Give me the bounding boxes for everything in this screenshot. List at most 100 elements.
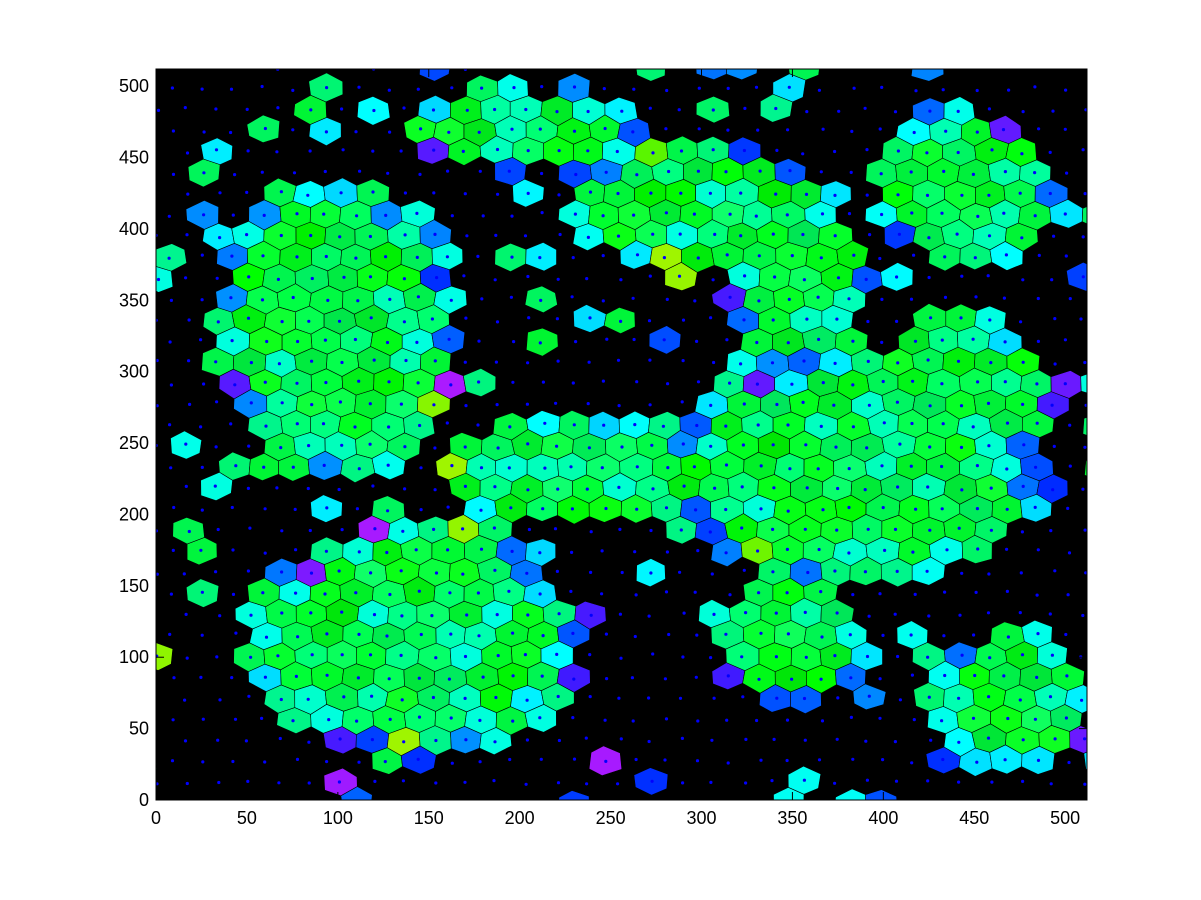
- seed-point: [523, 234, 528, 238]
- seed-point: [696, 719, 700, 723]
- seed-point: [449, 298, 453, 302]
- seed-point: [604, 632, 609, 636]
- seed-point: [479, 466, 484, 470]
- seed-point: [199, 675, 203, 680]
- seed-point: [835, 528, 839, 532]
- seed-point: [662, 256, 667, 260]
- seed-point: [245, 233, 249, 237]
- seed-point: [989, 528, 994, 532]
- seed-point: [941, 757, 945, 762]
- seed-point: [218, 191, 222, 195]
- seed-point: [200, 633, 204, 637]
- y-tick-label: 300: [119, 362, 149, 382]
- seed-point: [960, 193, 964, 197]
- seed-point: [927, 275, 931, 280]
- seed-point: [756, 128, 760, 132]
- seed-point: [696, 256, 700, 260]
- seed-point: [940, 719, 944, 723]
- seed-point: [971, 716, 976, 720]
- seed-point: [987, 572, 991, 576]
- seed-point: [403, 487, 407, 491]
- seed-point: [556, 781, 561, 785]
- seed-point: [340, 443, 344, 447]
- seed-point: [710, 738, 714, 742]
- seed-point: [184, 484, 188, 488]
- seed-point: [757, 677, 761, 681]
- seed-point: [879, 172, 883, 176]
- y-tick-label: 200: [119, 504, 149, 524]
- seed-point: [620, 445, 624, 449]
- seed-point: [187, 359, 191, 363]
- y-tick-label: 50: [129, 719, 149, 739]
- seed-point: [216, 320, 220, 324]
- seed-point: [604, 170, 608, 174]
- seed-point: [231, 759, 235, 764]
- seed-point: [926, 485, 930, 489]
- seed-point: [898, 442, 902, 446]
- seed-point: [183, 106, 187, 110]
- seed-point: [372, 358, 376, 362]
- seed-point: [1005, 467, 1009, 471]
- seed-point: [416, 757, 420, 761]
- seed-point: [543, 421, 547, 425]
- seed-point: [280, 320, 284, 324]
- seed-point: [662, 338, 666, 342]
- seed-point: [309, 571, 314, 575]
- seed-point: [880, 297, 884, 301]
- seed-point: [525, 738, 530, 742]
- seed-point: [757, 591, 761, 595]
- seed-point: [419, 508, 423, 512]
- seed-point: [388, 130, 392, 134]
- seed-point: [323, 338, 327, 342]
- seed-point: [914, 89, 918, 93]
- seed-point: [600, 466, 604, 470]
- seed-point: [973, 256, 977, 260]
- seed-point: [493, 568, 497, 572]
- seed-point: [416, 87, 420, 91]
- seed-point: [909, 170, 913, 174]
- seed-point: [728, 212, 732, 216]
- seed-point: [929, 316, 933, 320]
- seed-point: [976, 547, 980, 551]
- seed-point: [943, 255, 947, 259]
- seed-point: [307, 444, 311, 448]
- seed-point: [863, 570, 868, 574]
- seed-point: [507, 589, 511, 593]
- seed-point: [1004, 253, 1009, 257]
- seed-point: [233, 383, 237, 387]
- seed-point: [229, 296, 233, 300]
- seed-point: [357, 467, 361, 471]
- seed-point: [572, 129, 577, 133]
- seed-point: [1006, 716, 1010, 721]
- seed-point: [816, 295, 820, 299]
- seed-point: [171, 172, 176, 176]
- seed-point: [836, 696, 840, 700]
- seed-point: [245, 107, 249, 111]
- seed-point: [417, 589, 421, 593]
- seed-point: [508, 757, 512, 762]
- seed-point: [881, 633, 885, 638]
- seed-point: [368, 653, 373, 657]
- seed-point: [1048, 150, 1052, 154]
- seed-point: [771, 232, 775, 236]
- seed-point: [1053, 317, 1057, 321]
- seed-point: [493, 107, 497, 112]
- seed-point: [214, 445, 218, 449]
- seed-point: [1003, 340, 1007, 344]
- seed-point: [306, 193, 310, 197]
- seed-point: [975, 130, 979, 134]
- y-tick-label: 0: [139, 790, 149, 810]
- seed-point: [724, 424, 728, 428]
- seed-point: [494, 695, 498, 700]
- seed-point: [589, 613, 593, 617]
- seed-point: [403, 445, 407, 449]
- seed-point: [342, 695, 346, 699]
- seed-point: [493, 485, 497, 489]
- seed-point: [1081, 613, 1085, 618]
- seed-point: [880, 464, 884, 468]
- seed-point: [1079, 317, 1083, 321]
- seed-point: [310, 653, 314, 657]
- seed-point: [172, 676, 176, 680]
- seed-point: [324, 254, 328, 259]
- seed-point: [867, 694, 871, 698]
